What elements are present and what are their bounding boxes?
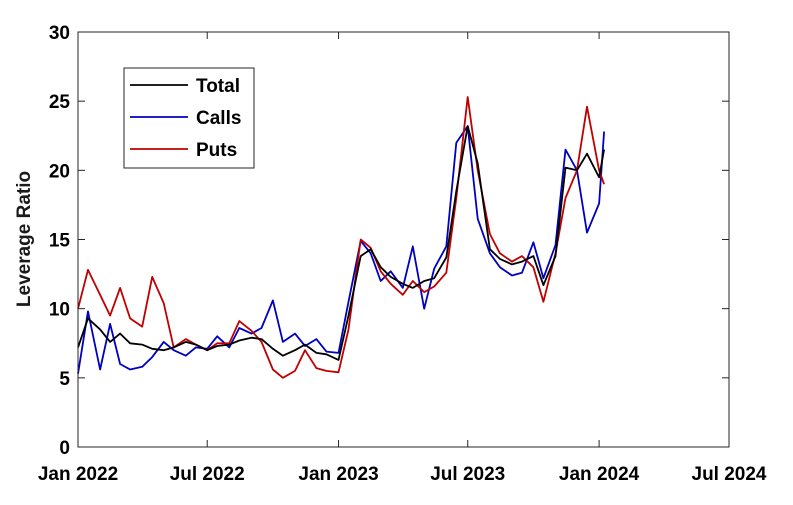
y-tick-label: 5 (59, 369, 70, 390)
y-tick-label: 10 (49, 300, 70, 321)
x-tick-label: Jan 2024 (559, 464, 640, 485)
x-tick-label: Jul 2023 (430, 464, 505, 485)
legend: Total Calls Puts (123, 67, 255, 169)
y-tick-label: 20 (49, 161, 70, 182)
series-line-puts (77, 96, 605, 379)
x-tick-label: Jul 2022 (170, 464, 245, 485)
y-axis-title: Leverage Ratio (14, 171, 35, 307)
series-line-total (77, 125, 605, 361)
x-axis: Jan 2022 Jul 2022 Jan 2023 Jul 2023 Jan 2024… (38, 32, 767, 485)
legend-label-puts: Puts (196, 140, 237, 161)
series-lines (77, 96, 605, 379)
y-tick-label: 30 (49, 23, 70, 44)
y-tick-label: 25 (49, 92, 71, 113)
series-line-calls (77, 125, 605, 374)
y-tick-label: 15 (49, 231, 71, 252)
legend-label-total: Total (196, 76, 240, 97)
x-tick-label: Jul 2024 (692, 464, 767, 485)
x-tick-label: Jan 2023 (298, 464, 378, 485)
y-tick-label: 0 (59, 438, 70, 459)
y-axis: 0 5 10 15 20 25 30 (49, 23, 729, 459)
legend-label-calls: Calls (196, 108, 241, 129)
x-tick-label: Jan 2022 (38, 464, 118, 485)
